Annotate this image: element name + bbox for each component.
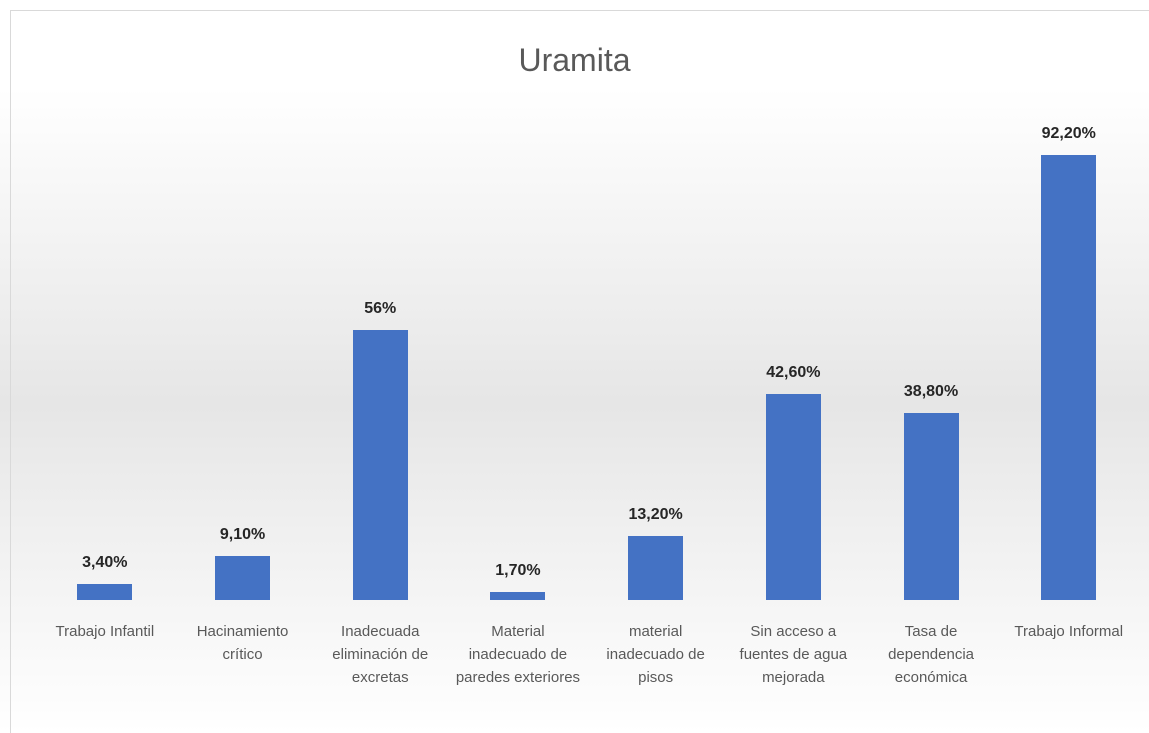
x-tick-label: Hacinamiento crítico (196, 623, 289, 663)
x-tick-label: Material inadecuado de paredes exteriore… (455, 623, 581, 686)
data-label: 56% (364, 299, 397, 317)
bar (628, 536, 684, 600)
data-label: 1,70% (495, 561, 541, 579)
x-tick-label: Tasa de dependencia económica (888, 623, 974, 686)
chart-frame (10, 10, 1149, 733)
bar (765, 394, 821, 600)
x-tick-label: Trabajo Informal (1014, 623, 1124, 640)
bar (1041, 154, 1097, 600)
chart-title: Uramita (518, 42, 631, 78)
data-label: 13,20% (628, 506, 683, 524)
data-label: 38,80% (903, 382, 959, 400)
bar (215, 556, 271, 600)
bar (903, 412, 959, 600)
data-label: 9,10% (219, 526, 266, 544)
data-label: 42,60% (766, 364, 821, 382)
data-label: 92,20% (1041, 124, 1096, 142)
x-tick-label: material inadecuado de pisos (606, 623, 705, 686)
x-tick-label: Trabajo Infantil (55, 623, 155, 640)
data-label: 3,40% (82, 553, 128, 571)
x-tick-label: Sin acceso a fuentes de agua mejorada (739, 623, 848, 686)
x-tick-label: Inadecuada eliminación de excretas (332, 623, 429, 686)
bar (352, 329, 408, 600)
bar (490, 591, 546, 600)
bar (77, 583, 133, 600)
